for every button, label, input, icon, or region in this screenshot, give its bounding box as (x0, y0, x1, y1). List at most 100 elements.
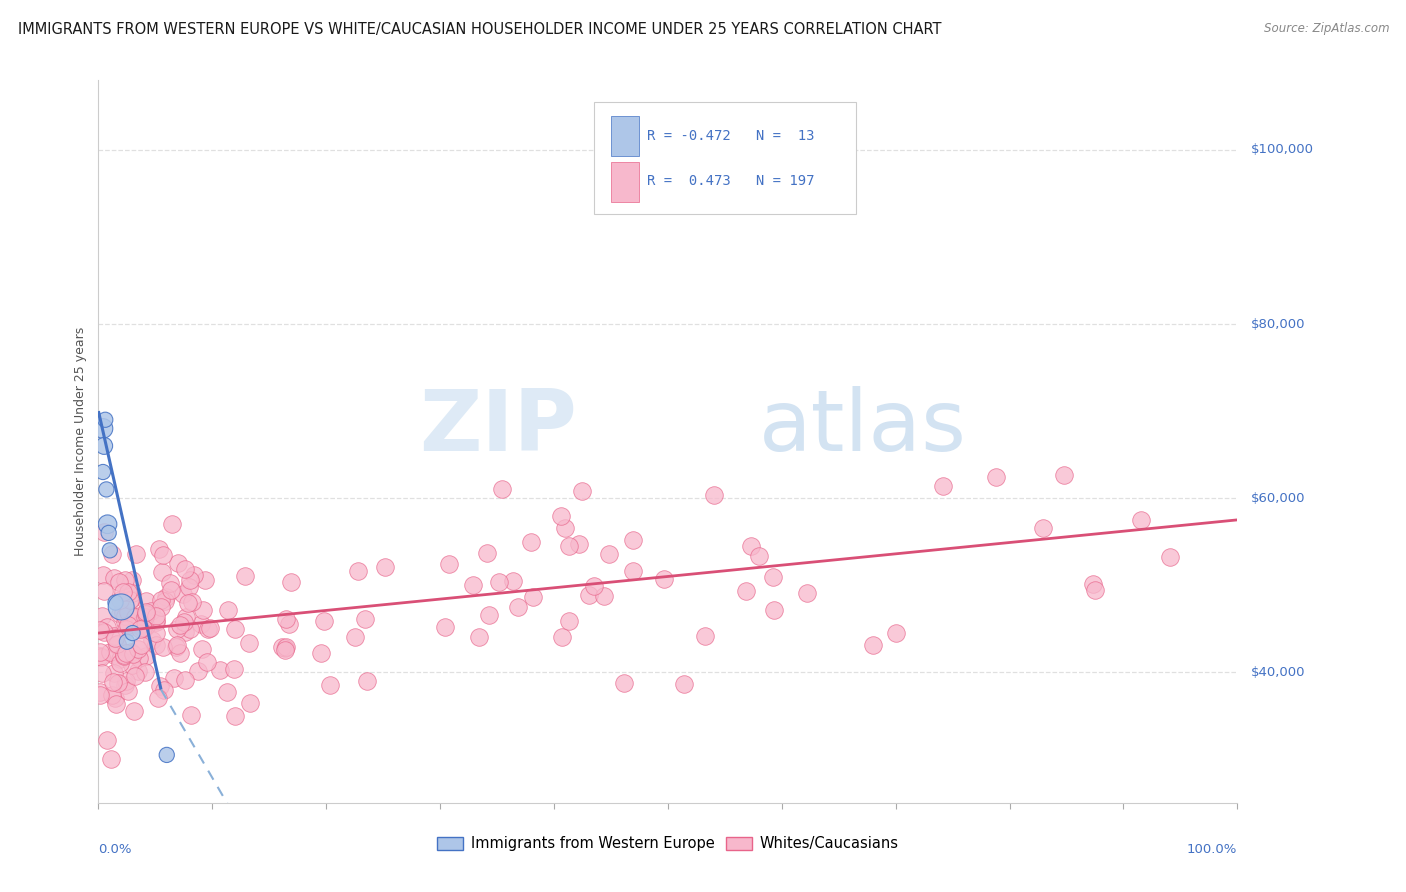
Point (179, 573, 201, 587)
Point (319, 678, 342, 692)
Point (183, 568, 205, 582)
Point (110, 599, 132, 614)
Point (468, 630, 491, 644)
Point (96, 620, 118, 634)
Point (104, 697, 127, 711)
Point (90, 649, 112, 664)
Point (127, 665, 149, 679)
Point (108, 575, 131, 590)
Point (508, 600, 530, 615)
Point (311, 646, 333, 660)
Text: $40,000: $40,000 (1251, 665, 1306, 679)
Point (613, 676, 636, 690)
Point (734, 584, 756, 599)
Point (131, 621, 153, 635)
Point (354, 612, 377, 626)
Point (89, 688, 111, 702)
Text: ZIP: ZIP (419, 385, 576, 468)
Point (117, 618, 139, 632)
Point (105, 637, 128, 651)
Text: atlas: atlas (759, 385, 967, 468)
Point (97, 525, 120, 540)
Point (197, 655, 219, 669)
Point (155, 590, 177, 604)
Point (558, 539, 581, 553)
Point (115, 646, 138, 660)
Point (135, 607, 157, 621)
Point (93, 624, 115, 639)
Point (176, 596, 198, 610)
Point (134, 665, 156, 680)
Point (762, 570, 785, 584)
Point (461, 578, 484, 592)
Point (159, 576, 181, 591)
Point (89, 648, 111, 663)
Point (984, 469, 1007, 483)
Point (98, 644, 121, 658)
Point (578, 588, 600, 602)
Point (120, 592, 142, 607)
Point (347, 564, 370, 578)
Point (160, 582, 183, 597)
Point (108, 656, 131, 670)
Point (160, 517, 183, 532)
Point (91, 421, 114, 435)
Point (121, 626, 143, 640)
Point (621, 533, 644, 547)
Point (224, 709, 246, 723)
Point (98, 543, 121, 558)
Point (150, 565, 173, 579)
Point (180, 708, 202, 723)
Point (1159, 550, 1181, 565)
Point (522, 590, 544, 604)
Point (121, 585, 143, 599)
Point (107, 675, 129, 690)
Point (1032, 521, 1054, 535)
Point (179, 623, 201, 637)
Point (117, 585, 139, 599)
Point (652, 572, 675, 586)
Point (121, 592, 143, 607)
Point (93, 439, 115, 453)
Point (104, 596, 127, 610)
Point (174, 673, 197, 687)
Point (598, 547, 620, 561)
Point (740, 539, 762, 553)
Point (108, 607, 131, 621)
Point (931, 478, 953, 492)
Point (163, 671, 186, 685)
Point (110, 652, 132, 666)
Point (356, 673, 378, 688)
Point (194, 573, 217, 587)
Point (114, 615, 136, 629)
Text: 0.0%: 0.0% (98, 843, 132, 855)
Point (190, 641, 212, 656)
Point (187, 665, 209, 679)
Text: $80,000: $80,000 (1251, 318, 1306, 331)
Point (224, 622, 246, 636)
Point (104, 691, 127, 706)
Point (156, 747, 179, 762)
Point (124, 609, 146, 624)
Text: R =  0.473   N = 197: R = 0.473 N = 197 (647, 175, 815, 188)
Point (141, 633, 163, 648)
Point (96, 733, 118, 747)
Point (115, 634, 138, 648)
Point (90, 666, 112, 681)
Point (124, 668, 146, 682)
Point (478, 607, 501, 622)
Point (132, 618, 155, 632)
Point (139, 604, 162, 618)
Text: R = -0.472   N =  13: R = -0.472 N = 13 (647, 129, 815, 143)
Point (238, 636, 260, 650)
Point (112, 584, 135, 599)
Point (173, 615, 195, 629)
Point (104, 632, 127, 646)
Point (239, 696, 262, 710)
Text: Source: ZipAtlas.com: Source: ZipAtlas.com (1264, 22, 1389, 36)
Point (90, 608, 112, 623)
Point (91, 465, 114, 479)
Point (103, 666, 125, 681)
Point (149, 599, 172, 614)
Point (273, 640, 295, 655)
